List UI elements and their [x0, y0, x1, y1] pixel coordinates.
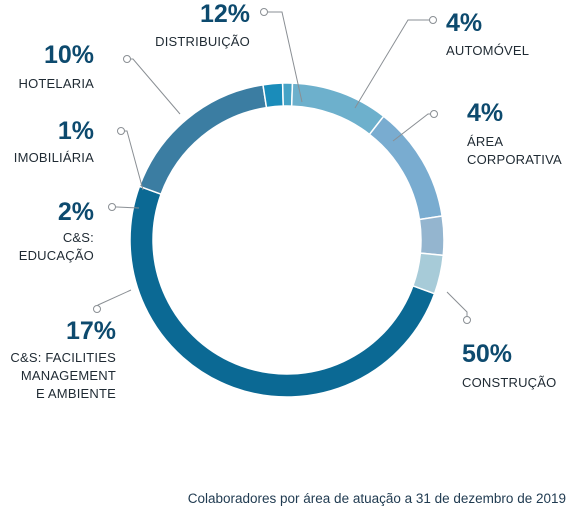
pct-label-distribuicao: 12% — [200, 0, 250, 28]
chart-caption: Colaboradores por área de atuação a 31 d… — [188, 491, 566, 506]
leader-line-construcao — [446, 291, 468, 317]
slice-area-corporativa — [411, 252, 445, 295]
category-label-construcao: CONSTRUÇÃO — [462, 375, 556, 390]
slice-css-facilities-management-e-ambiente — [138, 83, 268, 196]
leader-line-css-facilities-management-e-ambiente — [97, 289, 132, 307]
slice-distribuicao — [368, 115, 444, 221]
category-label-css-facilities-management-e-ambiente: C&S: FACILITIES — [10, 350, 116, 365]
category-label-area-corporativa: ÁREA — [467, 134, 503, 149]
leader-dot-imobiliaria — [117, 127, 125, 135]
leader-dot-area-corporativa — [430, 110, 438, 118]
leader-dot-distribuicao — [260, 8, 268, 16]
category-label-hotelaria: HOTELARIA — [19, 76, 95, 91]
category-label-area-corporativa: CORPORATIVA — [467, 152, 562, 167]
pct-label-automovel: 4% — [446, 9, 482, 37]
slices-group — [129, 82, 445, 398]
leader-line-area-corporativa — [392, 113, 431, 142]
slice-automovel — [418, 215, 445, 257]
slice-imobiliaria — [281, 82, 294, 107]
leader-line-imobiliaria — [124, 130, 144, 191]
leader-line-distribuicao — [267, 11, 303, 103]
pct-label-css-facilities-management-e-ambiente: 17% — [66, 317, 116, 345]
labels-group: 50% CONSTRUÇÃO 17% C&S: FACILITIES MANAGEMEN… — [10, 0, 562, 401]
pct-label-css-educacao: 2% — [58, 198, 94, 226]
category-label-css-educacao: EDUCAÇÃO — [19, 248, 94, 263]
category-label-css-facilities-management-e-ambiente: MANAGEMENT — [21, 368, 116, 383]
category-label-css-educacao: C&S: — [63, 230, 94, 245]
slice-hotelaria — [290, 82, 385, 136]
leader-dot-construcao — [463, 316, 471, 324]
leader-dot-css-facilities-management-e-ambiente — [93, 305, 101, 313]
leader-line-hotelaria — [130, 58, 181, 115]
pct-label-imobiliaria: 1% — [58, 117, 94, 145]
pct-label-area-corporativa: 4% — [467, 99, 503, 127]
leader-dot-hotelaria — [123, 55, 131, 63]
category-label-automovel: AUTOMÓVEL — [446, 43, 529, 58]
slice-construcao — [129, 185, 436, 398]
category-label-css-facilities-management-e-ambiente: E AMBIENTE — [36, 386, 116, 401]
leader-dot-css-educacao — [108, 203, 116, 211]
category-label-distribuicao: DISTRIBUIÇÃO — [155, 34, 250, 49]
leaders-group — [93, 8, 471, 324]
leader-dot-automovel — [429, 16, 437, 24]
leader-line-automovel — [354, 19, 430, 109]
pct-label-construcao: 50% — [462, 340, 512, 368]
pct-label-hotelaria: 10% — [44, 41, 94, 69]
category-label-imobiliaria: IMOBILIÁRIA — [14, 150, 94, 165]
slice-css-educacao — [262, 82, 285, 109]
